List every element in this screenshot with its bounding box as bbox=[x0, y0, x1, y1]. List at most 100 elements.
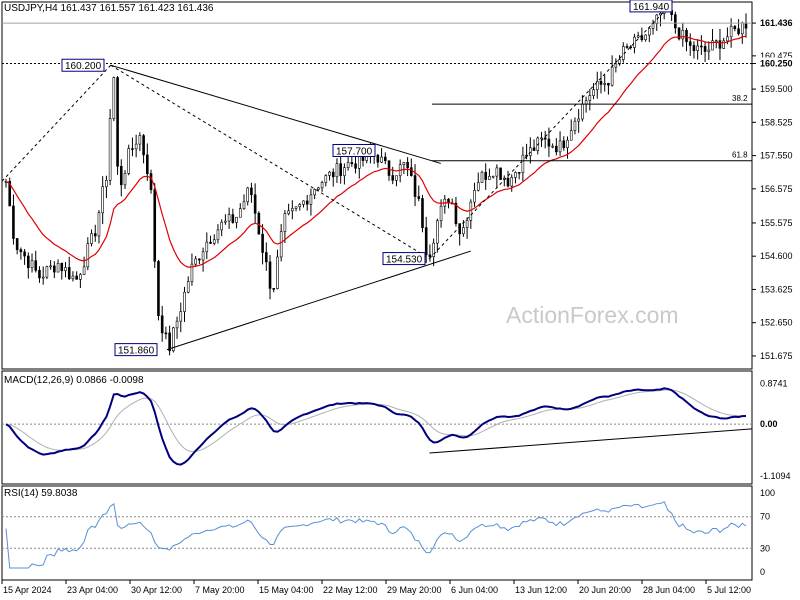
candle-body bbox=[473, 190, 476, 203]
candle-body bbox=[592, 89, 595, 96]
candle-body bbox=[93, 233, 97, 237]
candle-body bbox=[231, 214, 235, 223]
price-axis-label: 152.650 bbox=[760, 318, 793, 328]
candle-body bbox=[45, 266, 49, 278]
ema-line bbox=[5, 35, 747, 268]
candle-body bbox=[227, 214, 231, 222]
candle-body bbox=[439, 205, 443, 222]
candle-body bbox=[413, 175, 417, 197]
candle-body bbox=[283, 213, 287, 232]
candle-body bbox=[354, 163, 357, 169]
trendline bbox=[429, 5, 670, 259]
candle-body bbox=[718, 40, 722, 49]
candle-body bbox=[644, 34, 647, 41]
candle-body bbox=[383, 156, 387, 161]
candle-body bbox=[309, 194, 313, 205]
candle-body bbox=[331, 171, 335, 178]
time-axis-label: 30 Apr 12:00 bbox=[131, 585, 182, 595]
candle-body bbox=[30, 260, 34, 269]
candle-body bbox=[428, 254, 432, 258]
price-box bbox=[753, 17, 799, 30]
candle-body bbox=[279, 231, 283, 258]
candle-body bbox=[305, 200, 309, 205]
price-label-box bbox=[61, 58, 105, 72]
candle-body bbox=[380, 156, 383, 163]
candle-body bbox=[153, 189, 157, 262]
candle-body bbox=[64, 267, 67, 272]
candle-body bbox=[685, 29, 688, 43]
candle-body bbox=[674, 14, 677, 29]
candle-body bbox=[108, 118, 112, 181]
candle-body bbox=[272, 288, 276, 290]
candle-body bbox=[343, 167, 346, 176]
candle-body bbox=[547, 138, 551, 147]
rsi-axis-label: 0 bbox=[760, 567, 765, 577]
candle-body bbox=[127, 148, 131, 174]
candle-body bbox=[465, 219, 469, 228]
price-axis-label: 158.525 bbox=[760, 117, 793, 127]
price-axis-label: 161.436 bbox=[760, 18, 793, 28]
candle-body bbox=[640, 35, 644, 41]
candle-body bbox=[406, 161, 409, 168]
price-axis-label: 156.575 bbox=[760, 184, 793, 194]
candle-body bbox=[60, 262, 64, 272]
candle-body bbox=[224, 220, 227, 223]
candle-body bbox=[250, 187, 253, 196]
candle-body bbox=[688, 41, 692, 46]
candle-body bbox=[744, 22, 748, 29]
candle-body bbox=[97, 212, 101, 237]
candle-body bbox=[201, 251, 205, 261]
macd-trendline bbox=[429, 428, 753, 454]
candle-body bbox=[313, 189, 316, 196]
candle-body bbox=[212, 239, 216, 244]
trendline bbox=[110, 64, 430, 260]
macd-header: MACD(12,26,9) 0.0866 -0.0098 bbox=[4, 375, 144, 386]
price-label: 154.530 bbox=[386, 255, 423, 266]
fib-level-label: 61.8 bbox=[732, 151, 748, 160]
main-panel bbox=[1, 1, 753, 370]
candle-body bbox=[707, 49, 711, 52]
candle-body bbox=[651, 23, 655, 29]
candle-body bbox=[484, 171, 487, 180]
candle-body bbox=[648, 28, 651, 36]
candle-body bbox=[410, 167, 413, 176]
macd-signal-line bbox=[5, 389, 747, 453]
candle-body bbox=[714, 40, 718, 42]
time-axis-label: 7 May 20:00 bbox=[195, 585, 245, 595]
candle-body bbox=[621, 46, 625, 60]
candle-body bbox=[525, 154, 528, 157]
candle-body bbox=[324, 175, 328, 183]
candle-body bbox=[469, 201, 473, 221]
candle-body bbox=[514, 172, 517, 178]
candle-body bbox=[740, 22, 744, 35]
candle-body bbox=[8, 181, 12, 207]
candle-body bbox=[116, 77, 119, 167]
candle-body bbox=[629, 46, 633, 49]
candle-body bbox=[543, 137, 547, 140]
candle-body bbox=[190, 263, 194, 282]
price-label-box bbox=[629, 0, 673, 13]
candle-body bbox=[168, 332, 171, 352]
candle-body bbox=[633, 36, 636, 48]
macd-axis-label: 0.8741 bbox=[760, 379, 788, 389]
candle-body bbox=[495, 167, 499, 177]
candle-body bbox=[15, 238, 19, 250]
price-axis-label: 154.600 bbox=[760, 251, 793, 261]
candle-body bbox=[417, 196, 421, 199]
candle-body bbox=[302, 200, 305, 205]
candle-body bbox=[172, 327, 175, 352]
candle-body bbox=[521, 154, 525, 173]
candle-body bbox=[540, 137, 543, 140]
trendline bbox=[110, 64, 441, 164]
price-label: 161.940 bbox=[633, 2, 670, 13]
price-label: 151.860 bbox=[118, 346, 155, 357]
candle-body bbox=[376, 154, 380, 163]
price-axis-label: 155.575 bbox=[760, 218, 793, 228]
candle-body bbox=[291, 208, 294, 212]
rsi-axis-label: 100 bbox=[760, 488, 775, 498]
candle-body bbox=[335, 163, 339, 178]
price-label: 157.700 bbox=[336, 146, 373, 157]
candle-body bbox=[599, 81, 603, 85]
candle-body bbox=[432, 242, 435, 258]
rsi-panel bbox=[1, 485, 753, 581]
